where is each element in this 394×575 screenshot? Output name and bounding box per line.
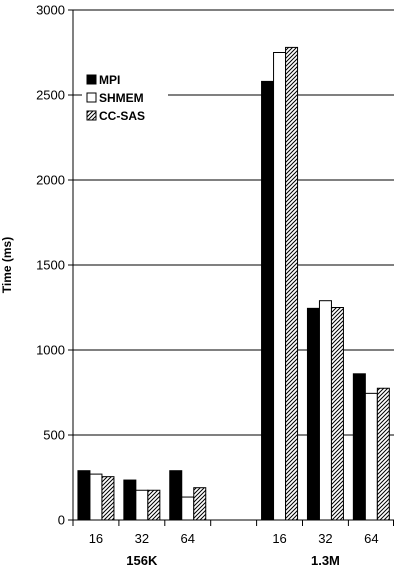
- bar-mpi-156k-64: [169, 470, 183, 521]
- bar-shmem-1.3m-16: [273, 52, 287, 521]
- bar-cc-sas-1.3m-64: [376, 387, 390, 521]
- y-tick-label: 2500: [36, 88, 65, 103]
- bars: [77, 46, 390, 521]
- legend: MPI SHMEM CC-SAS: [82, 69, 168, 131]
- legend-swatch-mpi: [86, 74, 97, 85]
- y-tick-label: 1000: [36, 343, 65, 358]
- bar-mpi-1.3m-64: [352, 373, 366, 521]
- bar-shmem-156k-64: [181, 496, 195, 521]
- x-axis-labels: 16 32 64 156K 16 32 64 1.3M: [89, 531, 379, 568]
- legend-label-cc-sas: CC-SAS: [99, 109, 145, 123]
- bar-mpi-1.3m-32: [306, 307, 320, 521]
- bar-shmem-1.3m-64: [364, 392, 378, 521]
- bar-cc-sas-1.3m-16: [285, 46, 299, 521]
- bar-cc-sas-156k-16: [101, 476, 115, 521]
- bar-cc-sas-156k-32: [147, 489, 161, 521]
- bar-cc-sas-156k-64: [193, 487, 207, 521]
- legend-swatch-shmem: [86, 92, 97, 103]
- x-tick-label: 32: [135, 531, 149, 546]
- y-axis-ticks: 0 500 1000 1500 2000 2500 3000: [36, 3, 73, 528]
- y-tick-label: 0: [58, 513, 65, 528]
- bar-mpi-1.3m-16: [261, 80, 275, 521]
- y-axis-label: Time (ms): [0, 237, 14, 293]
- bar-shmem-156k-16: [89, 473, 103, 521]
- y-tick-label: 1500: [36, 258, 65, 273]
- bar-mpi-156k-32: [123, 479, 137, 521]
- bar-mpi-156k-16: [77, 470, 91, 521]
- group-label: 1.3M: [311, 553, 340, 568]
- x-tick-label: 64: [181, 531, 195, 546]
- x-tick-label: 64: [364, 531, 378, 546]
- bar-shmem-1.3m-32: [318, 300, 332, 521]
- bar-shmem-156k-32: [135, 489, 149, 521]
- x-tick-label: 16: [89, 531, 103, 546]
- legend-label-shmem: SHMEM: [99, 91, 144, 105]
- y-tick-label: 500: [43, 428, 65, 443]
- y-tick-label: 2000: [36, 173, 65, 188]
- legend-swatch-cc-sas: [86, 110, 97, 121]
- x-tick-label: 16: [272, 531, 286, 546]
- y-tick-label: 3000: [36, 3, 65, 18]
- legend-label-mpi: MPI: [99, 73, 120, 87]
- x-tick-label: 32: [318, 531, 332, 546]
- group-label: 156K: [126, 553, 158, 568]
- bar-cc-sas-1.3m-32: [330, 307, 344, 521]
